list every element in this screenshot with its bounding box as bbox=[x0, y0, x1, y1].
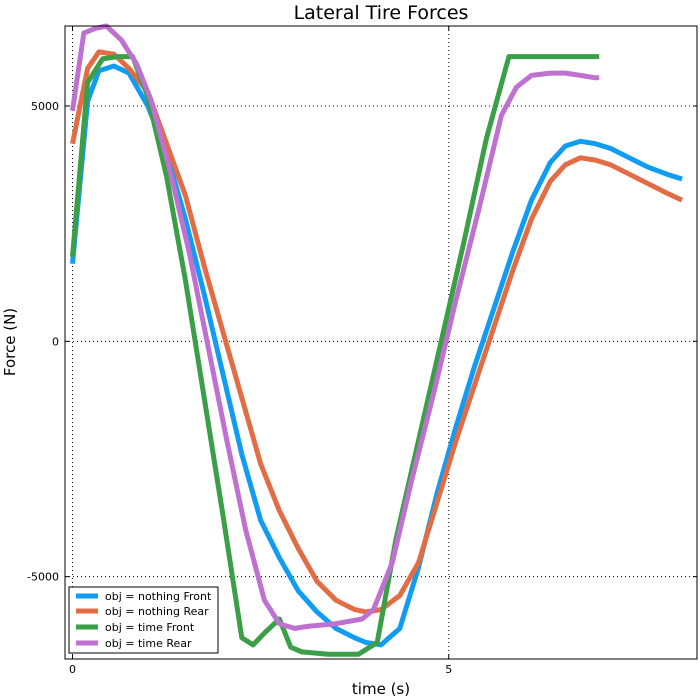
plot-frame bbox=[64, 25, 698, 660]
series-line bbox=[70, 23, 600, 631]
y-tick-label: 5000 bbox=[31, 100, 59, 113]
series-lines bbox=[70, 23, 684, 657]
y-axis-label: Force (N) bbox=[1, 308, 19, 376]
legend-label: obj = time Rear bbox=[105, 637, 192, 650]
x-tick-label: 0 bbox=[69, 663, 76, 676]
legend: obj = nothing Front obj = nothing Rear o… bbox=[68, 586, 219, 654]
legend-label: obj = nothing Rear bbox=[105, 605, 209, 618]
legend-entry: obj = nothing Front bbox=[76, 590, 212, 603]
legend-entry: obj = nothing Rear bbox=[76, 605, 209, 618]
grid-lines bbox=[65, 26, 697, 659]
legend-label: obj = nothing Front bbox=[105, 590, 212, 603]
x-tick-label: 5 bbox=[445, 663, 452, 676]
x-axis-label: time (s) bbox=[352, 680, 410, 698]
chart-title: Lateral Tire Forces bbox=[294, 2, 469, 24]
y-tick-label: -5000 bbox=[27, 571, 59, 584]
legend-entry: obj = time Front bbox=[76, 621, 195, 634]
plot-background bbox=[65, 26, 697, 659]
tick-labels: 0 5 -5000 0 5000 bbox=[27, 100, 452, 676]
legend-entry: obj = time Rear bbox=[76, 637, 192, 650]
y-tick-label: 0 bbox=[52, 335, 59, 348]
tick-marks bbox=[65, 26, 697, 659]
legend-label: obj = time Front bbox=[105, 621, 195, 634]
